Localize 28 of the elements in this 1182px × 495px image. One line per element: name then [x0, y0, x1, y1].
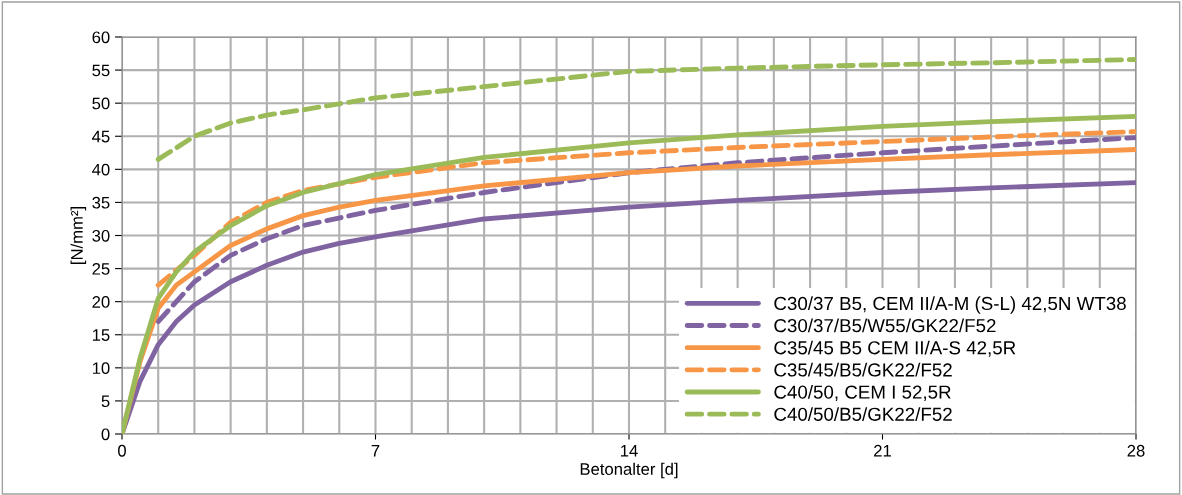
- x-tick-label: 14: [621, 445, 638, 457]
- y-tick-label: 5: [101, 395, 110, 408]
- y-tick-label: 40: [92, 163, 110, 176]
- legend-label: C35/45 B5 CEM II/A-S 42,5R: [774, 340, 1016, 357]
- legend-label: C35/45/B5/GK22/F52: [774, 362, 952, 377]
- y-tick-label: 35: [92, 196, 110, 209]
- line-series: [155, 129, 1136, 288]
- y-tick-label: 10: [92, 362, 110, 375]
- x-tick-label: 21: [874, 444, 891, 457]
- x-tick-label: 28: [1127, 444, 1145, 457]
- legend-label: C30/37 B5, CEM II/A-M (S-L) 42,5N WT38: [774, 296, 1126, 314]
- x-tick-label: 7: [371, 445, 380, 457]
- legend-label: C40/50/B5/GK22/F52: [774, 407, 952, 421]
- y-tick-label: 50: [92, 97, 110, 110]
- y-tick-label: 60: [92, 31, 110, 44]
- x-axis-title: Betonalter [d]: [580, 462, 678, 479]
- y-axis-title: [N/mm²]: [70, 207, 87, 264]
- legend-label: C30/37/B5/W55/GK22/F52: [774, 318, 996, 333]
- y-tick-label: 20: [92, 296, 110, 308]
- y-tick-label: 30: [92, 229, 110, 242]
- line-series: [155, 57, 1136, 162]
- y-tick-label: 55: [92, 64, 110, 77]
- y-tick-label: 15: [92, 329, 110, 341]
- legend-label: C40/50, CEM I 52,5R: [774, 384, 951, 401]
- y-tick-label: 25: [92, 262, 110, 275]
- x-tick-label: 0: [118, 444, 126, 457]
- y-tick-label: 0: [101, 428, 110, 441]
- y-tick-label: 45: [92, 130, 110, 143]
